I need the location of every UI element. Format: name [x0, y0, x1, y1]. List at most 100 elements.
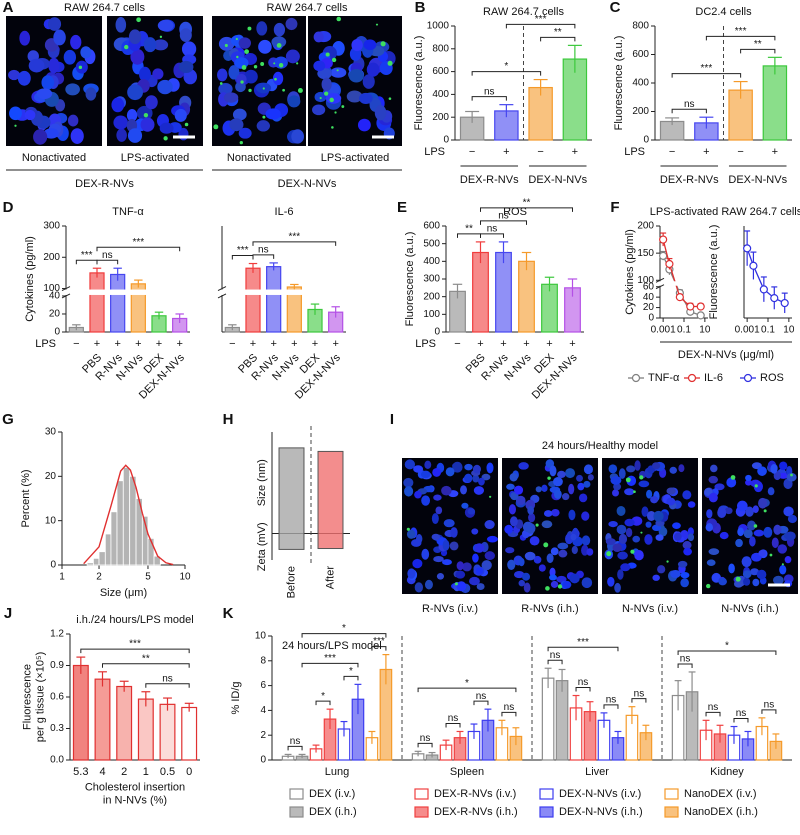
cell-nucleus	[550, 547, 559, 556]
cell-nucleus	[714, 483, 725, 491]
cell-nucleus	[672, 522, 681, 529]
cell-nucleus	[610, 475, 622, 485]
row-value: +	[270, 338, 276, 350]
x-tick-label: 10	[783, 325, 795, 336]
cell-nucleus	[285, 49, 300, 64]
row-value: +	[569, 338, 575, 350]
cell-nucleus	[773, 471, 781, 481]
y-tick-label: 4	[260, 705, 266, 716]
panel-letter: K	[223, 605, 234, 622]
bar	[89, 272, 105, 333]
cell-nucleus	[421, 548, 430, 560]
row-value: +	[135, 338, 141, 350]
cell-nucleus	[753, 529, 765, 537]
cell-nucleus	[687, 501, 696, 508]
histogram-bar	[110, 511, 118, 566]
green-signal	[547, 476, 551, 480]
y-tick-label: 20	[643, 302, 655, 313]
cell-nucleus	[80, 46, 92, 59]
group-label: DEX-N-NVs	[728, 174, 787, 186]
bar	[762, 65, 788, 141]
cell-nucleus	[518, 462, 529, 470]
y-axis-label: Size (nm)	[256, 459, 268, 506]
point	[749, 261, 758, 270]
cell-nucleus	[445, 467, 455, 477]
cell-nucleus	[771, 537, 779, 549]
cell-nucleus	[513, 571, 525, 579]
significance: ***	[288, 232, 300, 243]
y-tick-label: 0	[443, 135, 449, 146]
bar	[116, 685, 133, 761]
x-tick-label: 1	[59, 572, 65, 583]
green-signal	[224, 43, 228, 47]
green-signal	[262, 87, 265, 90]
cell-nucleus	[708, 492, 718, 503]
cell-nucleus	[706, 559, 716, 566]
y-axis-label: Fluorescence	[21, 664, 33, 730]
cell-nucleus	[612, 543, 622, 553]
axis-break	[655, 277, 665, 283]
cell-nucleus	[357, 118, 371, 132]
legend-label: IL-6	[704, 372, 723, 384]
green-signal	[630, 549, 635, 554]
significance: **	[554, 27, 562, 38]
green-signal	[296, 62, 299, 65]
cell-nucleus	[481, 560, 492, 571]
significance: ns	[290, 736, 301, 747]
significance: ns	[606, 695, 617, 706]
cell-nucleus	[287, 95, 301, 108]
cell-nucleus	[745, 479, 752, 486]
y-tick-label: 40	[643, 292, 655, 303]
cell-nucleus	[518, 557, 525, 567]
panel-letter: F	[610, 199, 619, 216]
cell-nucleus	[616, 505, 626, 517]
bar	[518, 260, 535, 333]
row-value: +	[772, 146, 778, 158]
green-signal	[543, 542, 549, 548]
green-signal	[454, 582, 458, 586]
cell-nucleus	[620, 563, 631, 572]
cell-nucleus	[568, 509, 576, 521]
bracket	[505, 23, 576, 29]
bar	[137, 698, 154, 761]
cell-nucleus	[472, 464, 481, 474]
cell-nucleus	[484, 551, 495, 561]
row-value: +	[156, 338, 162, 350]
x-tick-label: Liver	[585, 766, 609, 778]
y-tick-label: 1.2	[50, 629, 64, 640]
row-value: +	[477, 338, 483, 350]
cell-nucleus	[733, 580, 744, 588]
bar	[72, 664, 89, 761]
row-value: +	[312, 338, 318, 350]
cell-nucleus	[228, 65, 240, 80]
y-axis-label: Percent (%)	[20, 469, 32, 527]
green-signal	[388, 97, 392, 100]
significance: **	[523, 198, 531, 209]
cell-nucleus	[783, 506, 794, 517]
bracket	[501, 711, 517, 717]
y-tick-label: 500	[423, 238, 440, 249]
bar	[495, 251, 512, 333]
image-label: Nonactivated	[22, 152, 86, 164]
cell-nucleus	[787, 514, 797, 524]
cell-nucleus	[683, 547, 692, 556]
bracket	[677, 663, 693, 668]
cell-nucleus	[143, 37, 157, 53]
green-signal	[769, 553, 773, 557]
green-signal	[336, 69, 339, 72]
green-signal	[78, 65, 83, 70]
bracket	[540, 36, 576, 42]
legend-label: DEX-R-NVs (i.v.)	[434, 788, 516, 800]
y-tick-label: 0	[648, 313, 654, 324]
y-axis-label: Fluorescence (a.u.)	[413, 36, 425, 131]
green-signal	[625, 477, 631, 483]
bar	[472, 251, 489, 333]
green-signal	[260, 62, 265, 66]
cell-nucleus	[549, 465, 557, 477]
cell-nucleus	[624, 518, 635, 527]
image-label: Nonactivated	[227, 152, 291, 164]
cell-nucleus	[403, 477, 414, 488]
chart-title: RAW 264.7 cells	[483, 6, 564, 18]
cell-nucleus	[718, 577, 727, 586]
panel-letter: E	[397, 199, 407, 216]
